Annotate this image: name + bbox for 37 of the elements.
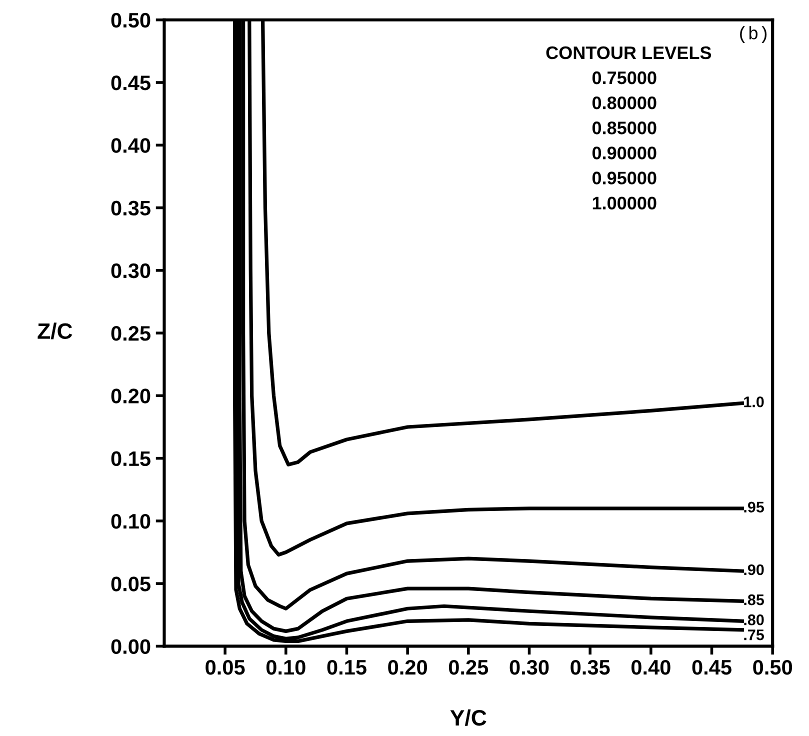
x-tick-label: 0.35: [570, 660, 610, 675]
y-axis-title: Z/C: [38, 322, 72, 340]
annotation: 0.75000: [592, 71, 656, 84]
x-tick-label: 0.25: [448, 660, 488, 675]
x-tick-label: 0.05: [206, 660, 245, 675]
x-tick-label: 0.10: [266, 660, 306, 675]
x-tick-label: 0.50: [753, 660, 792, 675]
y-tick-label: 0.40: [111, 138, 150, 153]
annotation: (b): [740, 26, 767, 43]
annotation: 0.85000: [592, 122, 656, 134]
y-tick-label: 0.15: [111, 451, 150, 466]
x-tick-label: 0.20: [388, 660, 427, 675]
y-tick-label: 0.10: [111, 514, 150, 529]
y-tick-label: 0.25: [111, 326, 150, 341]
annotation: 0.80000: [592, 96, 656, 110]
annotation: 0.95000: [592, 172, 656, 184]
annotation: 0.90000: [592, 146, 656, 160]
series-label: .90: [744, 564, 764, 576]
y-tick-label: 0.50: [111, 12, 150, 28]
series-label: .85: [744, 594, 764, 606]
y-tick-label: 0.05: [111, 576, 150, 592]
y-tick-label: 0.30: [111, 263, 150, 278]
x-tick-label: 0.40: [631, 660, 670, 675]
series-label: 1.0: [744, 396, 764, 408]
x-tick-label: 0.30: [510, 660, 549, 675]
series-label: .95: [744, 502, 764, 513]
annotation: CONTOUR LEVELS: [546, 46, 712, 60]
y-tick-label: 0.20: [111, 388, 150, 404]
y-tick-label: 0.45: [111, 76, 150, 90]
series-label: .80: [744, 614, 764, 626]
annotation: 1.00000: [592, 196, 656, 210]
y-tick-label: 0.00: [111, 639, 150, 654]
x-tick-label: 0.15: [327, 660, 366, 675]
x-tick-label: 0.45: [692, 660, 732, 675]
y-tick-label: 0.35: [111, 200, 150, 216]
x-axis-title: Y/C: [450, 709, 486, 726]
series-label: .75: [744, 630, 764, 640]
